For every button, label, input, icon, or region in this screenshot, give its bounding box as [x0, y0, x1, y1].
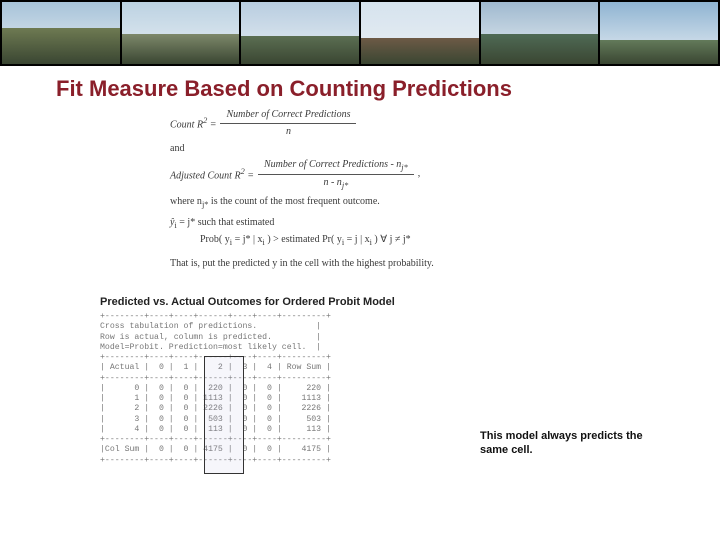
photo-banner [0, 0, 720, 66]
adj-count-r2-fraction: Number of Correct Predictions - nj* n - … [258, 158, 414, 191]
banner-panel [361, 2, 479, 64]
slide-title: Fit Measure Based on Counting Prediction… [0, 66, 720, 108]
banner-panel [2, 2, 120, 64]
adj-count-r2-label: Adjusted Count R2 = [170, 166, 254, 183]
table-title: Predicted vs. Actual Outcomes for Ordere… [100, 296, 395, 308]
slide-content: Count R2 = Number of Correct Predictions… [0, 108, 720, 538]
banner-panel [122, 2, 240, 64]
formula-block: Count R2 = Number of Correct Predictions… [170, 108, 580, 270]
that-is-text: That is, put the predicted y in the cell… [170, 257, 580, 271]
yhat-line: ŷi = j* such that estimated [170, 216, 580, 231]
banner-panel [481, 2, 599, 64]
banner-panel [600, 2, 718, 64]
where-text: where nj* is the count of the most frequ… [170, 195, 580, 210]
and-text: and [170, 142, 580, 156]
count-r2-fraction: Number of Correct Predictions n [220, 108, 356, 138]
column-highlight [204, 356, 244, 474]
annotation-note: This model always predicts the same cell… [480, 430, 660, 458]
prob-line: Prob( yi = j* | xi ) > estimated Pr( yi … [200, 233, 580, 248]
count-r2-label: Count R2 = [170, 115, 216, 132]
banner-panel [241, 2, 359, 64]
